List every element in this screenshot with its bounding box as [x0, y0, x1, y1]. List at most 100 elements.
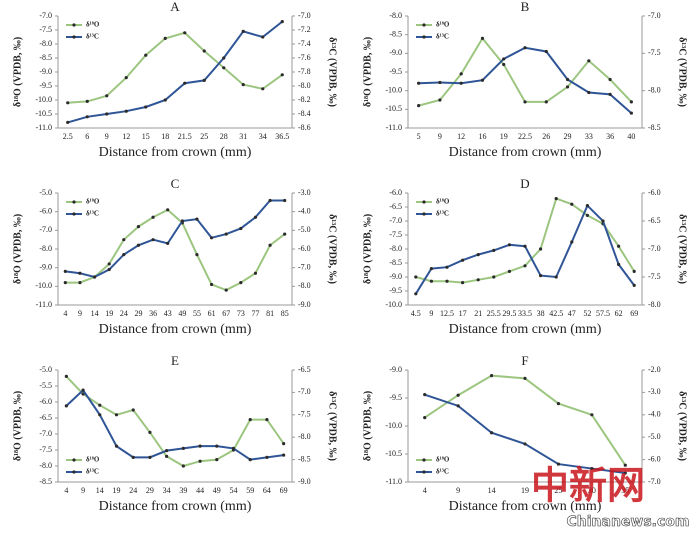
point	[180, 219, 184, 223]
point	[438, 80, 442, 85]
point	[539, 274, 543, 278]
x-tick-label: 2.5	[63, 132, 73, 141]
x-tick-label: 29.5	[502, 309, 516, 318]
x-tick-label: 4	[63, 309, 67, 318]
y2-tick-label: -7.5	[648, 272, 661, 281]
y2-tick-label: -8.5	[648, 123, 661, 132]
x-tick-label: 59	[246, 486, 254, 495]
y-tick-label: -8.0	[39, 244, 52, 253]
y2-axis-label: δ¹³C (VPDB, ‰)	[677, 37, 688, 107]
y2-tick-label: -6.0	[298, 244, 311, 253]
y-tick-label: -8.5	[39, 477, 52, 486]
y2-tick-label: -3.0	[298, 188, 311, 197]
x-tick-label: 21.5	[178, 132, 192, 141]
x-tick-label: 33	[585, 132, 593, 141]
y2-tick-label: -6.5	[298, 365, 311, 374]
x-tick-label: 36	[149, 309, 157, 318]
y2-axis-label: δ¹³C (VPDB, ‰)	[677, 214, 688, 284]
point	[623, 463, 627, 467]
x-tick-label: 67	[222, 309, 230, 318]
y-tick-label: -10.0	[35, 95, 52, 104]
y-tick-label: -9.5	[389, 393, 402, 402]
y-tick-label: -6.0	[389, 188, 402, 197]
panel-title: D	[520, 176, 529, 191]
point	[136, 225, 141, 229]
y-tick-label: -10.0	[385, 300, 402, 309]
point	[63, 281, 67, 285]
point	[81, 392, 85, 396]
x-tick-label: 4	[64, 486, 68, 495]
point	[241, 29, 245, 33]
y-tick-label: -10.0	[385, 421, 402, 430]
y2-tick-label: -5.0	[648, 432, 661, 441]
y-tick-label: -5.0	[39, 188, 52, 197]
x-tick-label: 22.5	[518, 132, 532, 141]
point	[114, 413, 119, 417]
y-tick-label: -10.5	[35, 109, 52, 118]
x-tick-label: 38	[537, 309, 545, 318]
x-tick-label: 49	[178, 309, 186, 318]
y-tick-label: -8.0	[389, 11, 402, 20]
y-tick-label: -9.0	[389, 48, 402, 57]
y-axis-label: δ¹⁸O (VPDB, ‰)	[12, 37, 23, 107]
panel-title: C	[171, 176, 180, 191]
legend-marker	[72, 470, 76, 474]
y-tick-label: -7.0	[389, 216, 402, 225]
x-tick-label: 39	[179, 486, 187, 495]
legend-marker	[422, 212, 426, 216]
point	[195, 253, 199, 257]
x-tick-label: 6	[85, 132, 89, 141]
point	[224, 288, 228, 292]
y-tick-label: -10.0	[35, 281, 52, 290]
point	[144, 53, 148, 57]
point	[122, 253, 126, 257]
legend-marker	[72, 458, 76, 462]
point	[92, 275, 97, 279]
y-tick-label: -5.5	[39, 381, 52, 390]
point	[107, 262, 111, 266]
point	[261, 35, 265, 39]
x-tick-label: 49	[213, 486, 221, 495]
legend-label: δ¹⁸O	[436, 21, 450, 29]
y2-tick-label: -2.0	[648, 365, 661, 374]
x-tick-label: 25	[554, 486, 562, 495]
point	[423, 393, 427, 397]
point	[151, 215, 155, 219]
legend-label: δ¹³C	[86, 33, 99, 41]
point	[131, 455, 135, 459]
x-tick-label: 9	[438, 132, 442, 141]
y2-tick-label: -7.8	[298, 67, 311, 76]
x-tick-label: 36.5	[275, 132, 289, 141]
y-tick-label: -7.5	[389, 230, 402, 239]
x-tick-label: 34	[259, 132, 267, 141]
point	[587, 59, 591, 63]
panel-title: B	[521, 0, 530, 14]
point	[539, 247, 543, 251]
y-tick-label: -10.0	[385, 85, 402, 94]
point	[523, 376, 527, 380]
point	[181, 464, 185, 468]
point	[617, 244, 621, 248]
x-tick-label: 19	[105, 309, 113, 318]
y2-tick-label: -6.5	[648, 216, 661, 225]
point	[429, 267, 433, 271]
legend-marker	[72, 212, 76, 216]
x-tick-label: 29	[146, 486, 154, 495]
y-tick-label: -8.0	[39, 461, 52, 470]
x-axis-label: Distance from crown (mm)	[99, 145, 252, 160]
x-tick-label: 9	[456, 486, 460, 495]
point	[565, 85, 570, 89]
point	[459, 72, 463, 76]
x-tick-label: 57.5	[596, 309, 610, 318]
x-tick-label: 14	[96, 486, 104, 495]
legend-label: δ¹³C	[436, 210, 449, 218]
point	[98, 403, 102, 407]
point	[570, 240, 574, 244]
panel: -11.0 -10.5 -10.0 -9.5 -9.0 -8.5 -8.0 -7.5 -7.0 -…	[12, 0, 337, 160]
y-tick-label: -7.0	[39, 225, 52, 234]
x-tick-label: 77	[251, 309, 259, 318]
point	[445, 279, 449, 283]
point	[124, 109, 128, 113]
x-tick-label: 40	[627, 132, 635, 141]
y-tick-label: -8.5	[389, 29, 402, 38]
